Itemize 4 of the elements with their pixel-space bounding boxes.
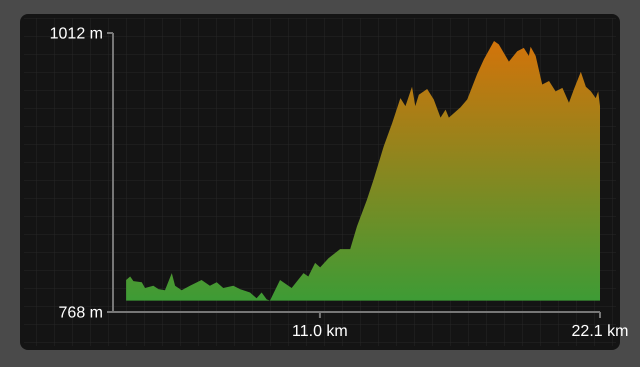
- y-tick-label: 768 m: [58, 304, 103, 322]
- y-tick-label: 1012 m: [50, 26, 103, 43]
- x-tick-label: 22.1 km: [572, 323, 628, 340]
- x-tick-label: 11.0 km: [292, 323, 348, 340]
